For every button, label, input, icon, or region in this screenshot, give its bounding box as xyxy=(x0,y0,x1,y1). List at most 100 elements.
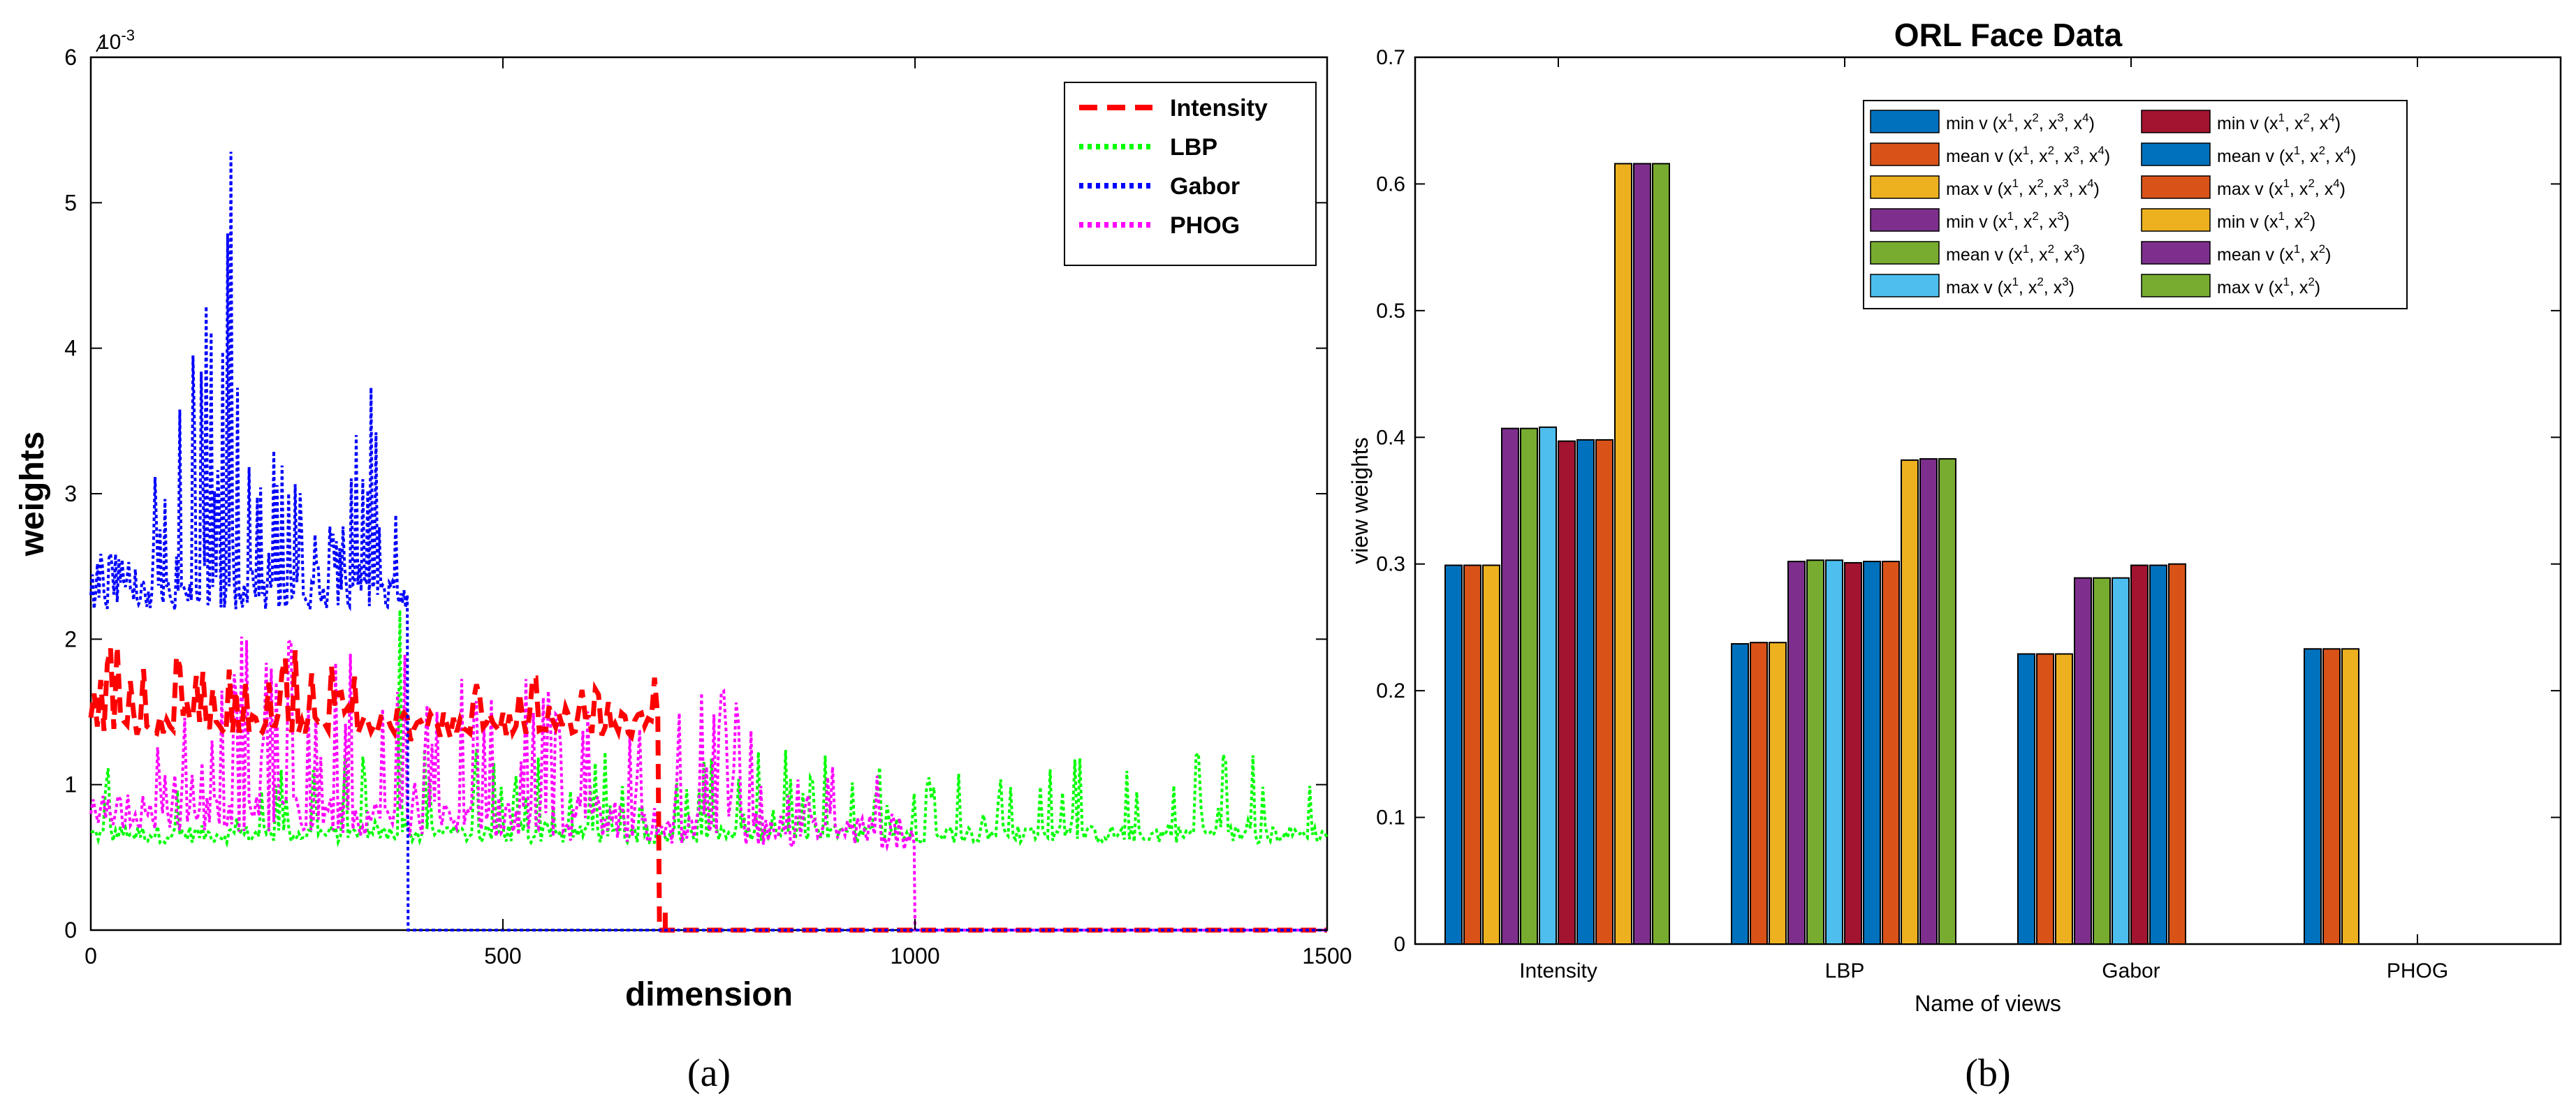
chart-a-ytick-label: 6 xyxy=(64,45,77,70)
chart-b-legend-swatch xyxy=(1870,208,1940,232)
chart-b-bar xyxy=(1652,163,1670,945)
chart-b-xtick-label: Intensity xyxy=(1519,959,1597,982)
chart-b-bar xyxy=(1731,643,1749,945)
chart-b-bar xyxy=(1633,163,1651,945)
chart-b-legend-label: min v (x1, x2, x3, x4) xyxy=(1946,111,2095,133)
chart-a-ticks: 0 500 1000 1500 0 1 2 3 4 5 6 xyxy=(64,45,1352,969)
chart-b-bar xyxy=(1520,427,1538,945)
chart-b-legend-swatch xyxy=(1870,241,1940,265)
chart-b-ytick-label: 0 xyxy=(1393,933,1405,956)
chart-a: 0 500 1000 1500 0 1 2 3 4 5 6 10-3 dimension weigh… xyxy=(14,27,1352,1013)
chart-b-bar xyxy=(1444,564,1463,945)
chart-b-bar xyxy=(1901,459,1919,945)
chart-b-legend-label: min v (x1, x2, x4) xyxy=(2217,111,2341,133)
chart-b-bar xyxy=(1558,440,1576,945)
chart-b-legend-box xyxy=(1863,100,2408,309)
chart-b-legend-label: max v (x1, x2, x3) xyxy=(1946,275,2074,297)
chart-b-xtick-label: LBP xyxy=(1825,959,1865,982)
legend-label-lbp: LBP xyxy=(1170,134,1217,161)
chart-b-legend-label: max v (x1, x2, x3, x4) xyxy=(1946,177,2100,199)
chart-b-legend-label: min v (x1, x2, x3) xyxy=(1946,209,2070,232)
chart-a-xtick-label: 0 xyxy=(85,943,97,969)
chart-b-legend-swatch xyxy=(2141,142,2211,166)
chart-a-lines xyxy=(88,152,1329,933)
chart-b-bar xyxy=(2074,577,2092,945)
chart-b-bar xyxy=(1614,163,1632,945)
chart-b-legend: min v (x1, x2, x3, x4) mean v (x1, x2, x3… xyxy=(1863,100,2408,309)
chart-b-bar xyxy=(2322,648,2341,945)
chart-a-xtick-label: 1500 xyxy=(1302,943,1352,969)
chart-b-xtick-label: Gabor xyxy=(2102,959,2160,982)
chart-b-ytick-label: 0.7 xyxy=(1376,46,1405,69)
chart-b-ytick-label: 0.5 xyxy=(1376,300,1405,323)
chart-b-legend-swatch xyxy=(2141,208,2211,232)
chart-b-bar xyxy=(2149,564,2167,945)
chart-a-ytick-label: 4 xyxy=(64,336,77,361)
chart-a-xlabel: dimension xyxy=(625,976,793,1013)
chart-b: ORL Face Data 0 0.1 0.2 0.3 0.4 0.5 0.6 0.7 Inte… xyxy=(1347,17,2562,1016)
caption-b: (b) xyxy=(1965,1052,2010,1095)
chart-b-bar xyxy=(2017,653,2035,945)
legend-label-intensity: Intensity xyxy=(1170,95,1268,122)
chart-b-ytick-label: 0.4 xyxy=(1376,426,1405,449)
chart-b-bar xyxy=(1750,642,1768,945)
chart-b-ticks: 0 0.1 0.2 0.3 0.4 0.5 0.6 0.7 Intensity LBP Gabor P… xyxy=(1376,46,2561,982)
chart-b-bar xyxy=(1539,426,1557,945)
legend-label-gabor: Gabor xyxy=(1170,173,1240,200)
caption-a: (a) xyxy=(687,1052,731,1095)
chart-b-legend-swatch xyxy=(1870,175,1940,199)
chart-a-xtick-label: 1000 xyxy=(890,943,939,969)
chart-b-legend-swatch xyxy=(2141,274,2211,297)
chart-b-bar xyxy=(1769,642,1787,945)
chart-b-bar xyxy=(1919,458,1938,945)
chart-b-bar xyxy=(1825,559,1843,945)
chart-b-legend-label: mean v (x1, x2, x3) xyxy=(1946,242,2085,265)
chart-b-bar xyxy=(1463,564,1481,945)
chart-b-bar xyxy=(1882,561,1900,945)
chart-b-bar xyxy=(2112,577,2130,945)
chart-b-legend-label: mean v (x1, x2, x4) xyxy=(2217,144,2356,166)
chart-b-bar xyxy=(2341,648,2359,945)
chart-b-bars xyxy=(1444,163,2359,945)
chart-b-legend-label: max v (x1, x2, x4) xyxy=(2217,177,2346,199)
chart-b-legend-swatch xyxy=(2141,110,2211,133)
chart-b-bar xyxy=(1938,458,1956,945)
legend-label-phog: PHOG xyxy=(1170,212,1240,239)
chart-b-bar xyxy=(1595,439,1613,945)
series-phog-line xyxy=(89,636,1327,932)
series-lbp-line xyxy=(90,610,1329,848)
chart-b-bar xyxy=(2130,564,2149,945)
chart-a-ytick-label: 3 xyxy=(64,481,77,506)
chart-b-bar xyxy=(1501,427,1519,945)
chart-b-bar xyxy=(2055,653,2073,945)
chart-b-ytick-label: 0.6 xyxy=(1376,172,1405,196)
chart-a-ytick-label: 0 xyxy=(64,918,77,943)
chart-b-legend-swatch xyxy=(2141,175,2211,199)
series-gabor-line xyxy=(89,152,1327,932)
chart-b-legend-label: mean v (x1, x2) xyxy=(2217,242,2331,265)
chart-a-ytick-label: 1 xyxy=(64,772,77,797)
chart-a-legend: Intensity LBP Gabor PHOG xyxy=(1064,82,1317,266)
chart-a-legend-box xyxy=(1064,82,1317,266)
chart-b-legend-swatch xyxy=(2141,241,2211,265)
chart-a-xtick-label: 500 xyxy=(484,943,521,969)
chart-b-ylabel: view weights xyxy=(1347,437,1373,564)
chart-b-bar xyxy=(1576,439,1595,945)
chart-b-xtick-label: PHOG xyxy=(2387,959,2448,982)
chart-b-ytick-label: 0.1 xyxy=(1376,807,1405,830)
chart-b-bar xyxy=(1806,559,1824,945)
chart-b-bar xyxy=(1863,561,1881,945)
chart-b-ytick-label: 0.3 xyxy=(1376,553,1405,576)
chart-b-bar xyxy=(2093,577,2111,945)
chart-b-legend-swatch xyxy=(1870,110,1940,133)
chart-a-y-exponent: 10-3 xyxy=(98,27,135,54)
chart-b-bar xyxy=(1787,561,1806,945)
chart-b-bar xyxy=(2036,653,2054,945)
chart-b-bar xyxy=(2304,648,2322,945)
chart-a-ytick-label: 2 xyxy=(64,626,77,651)
chart-a-exponent-mark xyxy=(96,38,104,52)
chart-a-ytick-label: 5 xyxy=(64,190,77,215)
chart-b-legend-label: max v (x1, x2) xyxy=(2217,275,2320,297)
